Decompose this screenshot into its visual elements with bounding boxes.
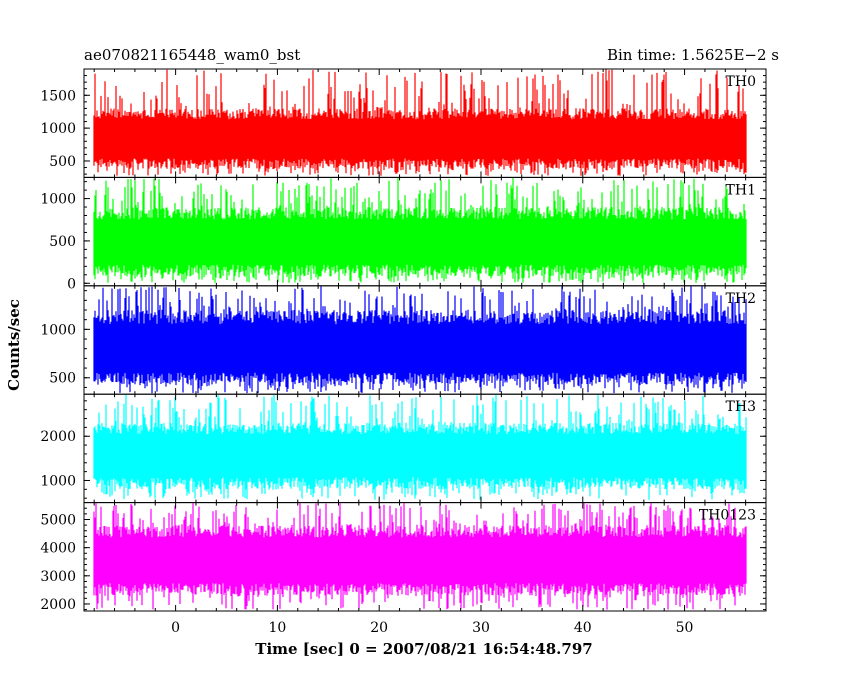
y-tick-label: 2000 (40, 597, 76, 613)
x-tick-label: 50 (676, 620, 694, 636)
panel-label-th0123: TH0123 (699, 508, 756, 524)
y-tick-label: 1000 (40, 322, 76, 338)
y-tick-label: 500 (49, 371, 76, 387)
x-tick-label: 20 (370, 620, 388, 636)
y-tick-label: 500 (49, 154, 76, 170)
y-tick-label: 1500 (40, 88, 76, 104)
y-tick-label: 500 (49, 234, 76, 250)
y-tick-label: 3000 (40, 569, 76, 585)
y-tick-label: 1000 (40, 192, 76, 208)
y-tick-label: 1000 (40, 473, 76, 489)
chart-title-left: ae070821165448_wam0_bst (84, 46, 300, 64)
series-th2 (93, 286, 747, 394)
series-th1 (93, 177, 747, 283)
chart-title-right: Bin time: 1.5625E−2 s (607, 46, 779, 64)
panel-label-th0: TH0 (726, 74, 756, 90)
series-th3 (93, 394, 747, 500)
panel-label-th3: TH3 (726, 399, 756, 415)
x-tick-label: 30 (472, 620, 490, 636)
y-tick-label: 0 (67, 276, 76, 292)
y-tick-label: 2000 (40, 429, 76, 445)
y-tick-label: 1000 (40, 121, 76, 137)
series-th0 (93, 69, 747, 176)
panel-frame-th0123 (83, 502, 767, 612)
x-tick-label: 10 (268, 620, 286, 636)
y-tick-label: 5000 (40, 512, 76, 528)
panels: TH050010001500TH105001000TH25001000TH310… (40, 68, 767, 636)
y-tick-label: 4000 (40, 541, 76, 557)
y-axis-label: Counts/sec (5, 299, 23, 391)
x-tick-label: 40 (574, 620, 592, 636)
panel-label-th2: TH2 (726, 291, 756, 307)
series-th0123 (93, 503, 747, 610)
x-axis-label: Time [sec] 0 = 2007/08/21 16:54:48.797 (255, 640, 592, 658)
panel-label-th1: TH1 (726, 182, 756, 198)
x-tick-label: 0 (171, 620, 180, 636)
